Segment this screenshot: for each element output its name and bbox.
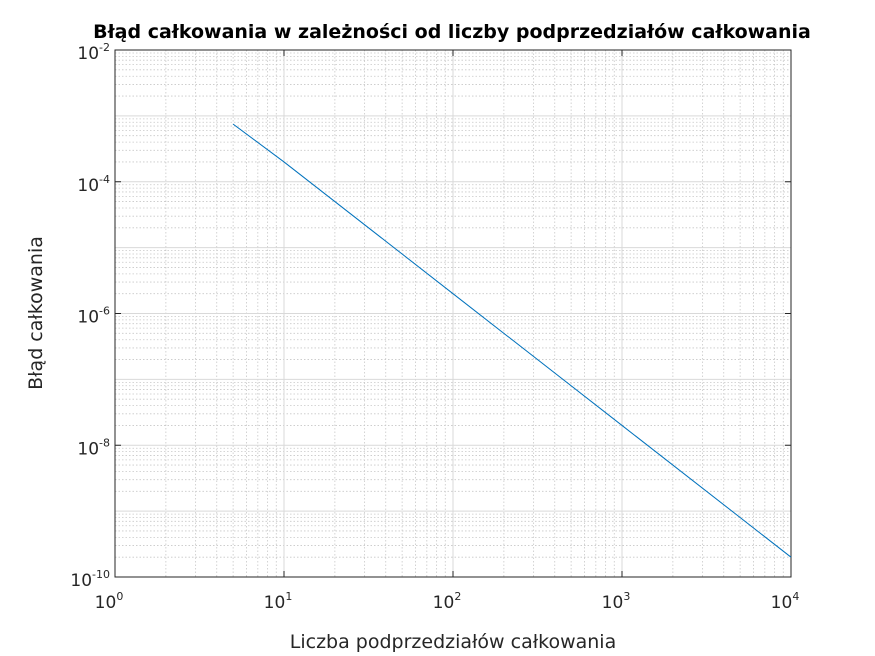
y-tick-label: 10-2 <box>77 41 110 64</box>
chart-title: Błąd całkowania w zależności od liczby p… <box>93 21 811 43</box>
x-tick-label: 100 <box>95 590 124 613</box>
x-tick-label: 102 <box>433 590 462 613</box>
y-tick-label: 10-8 <box>77 436 110 459</box>
y-axis-ticks: 10-10 10-8 10-6 10-4 10-2 <box>70 41 791 591</box>
x-tick-label: 101 <box>264 590 293 613</box>
y-tick-label: 10-10 <box>70 568 110 591</box>
series-line <box>232 123 792 558</box>
x-tick-label: 104 <box>771 590 800 613</box>
y-tick-label: 10-4 <box>77 173 110 196</box>
x-axis-ticks: 100 101 102 103 104 <box>95 50 800 613</box>
series-group <box>232 123 792 558</box>
y-tick-label: 10-6 <box>77 305 110 328</box>
x-axis-label: Liczba podprzedziałów całkowania <box>290 631 616 653</box>
major-grid <box>114 49 792 578</box>
y-axis-label: Błąd całkowania <box>25 236 47 390</box>
x-tick-label: 103 <box>602 590 631 613</box>
